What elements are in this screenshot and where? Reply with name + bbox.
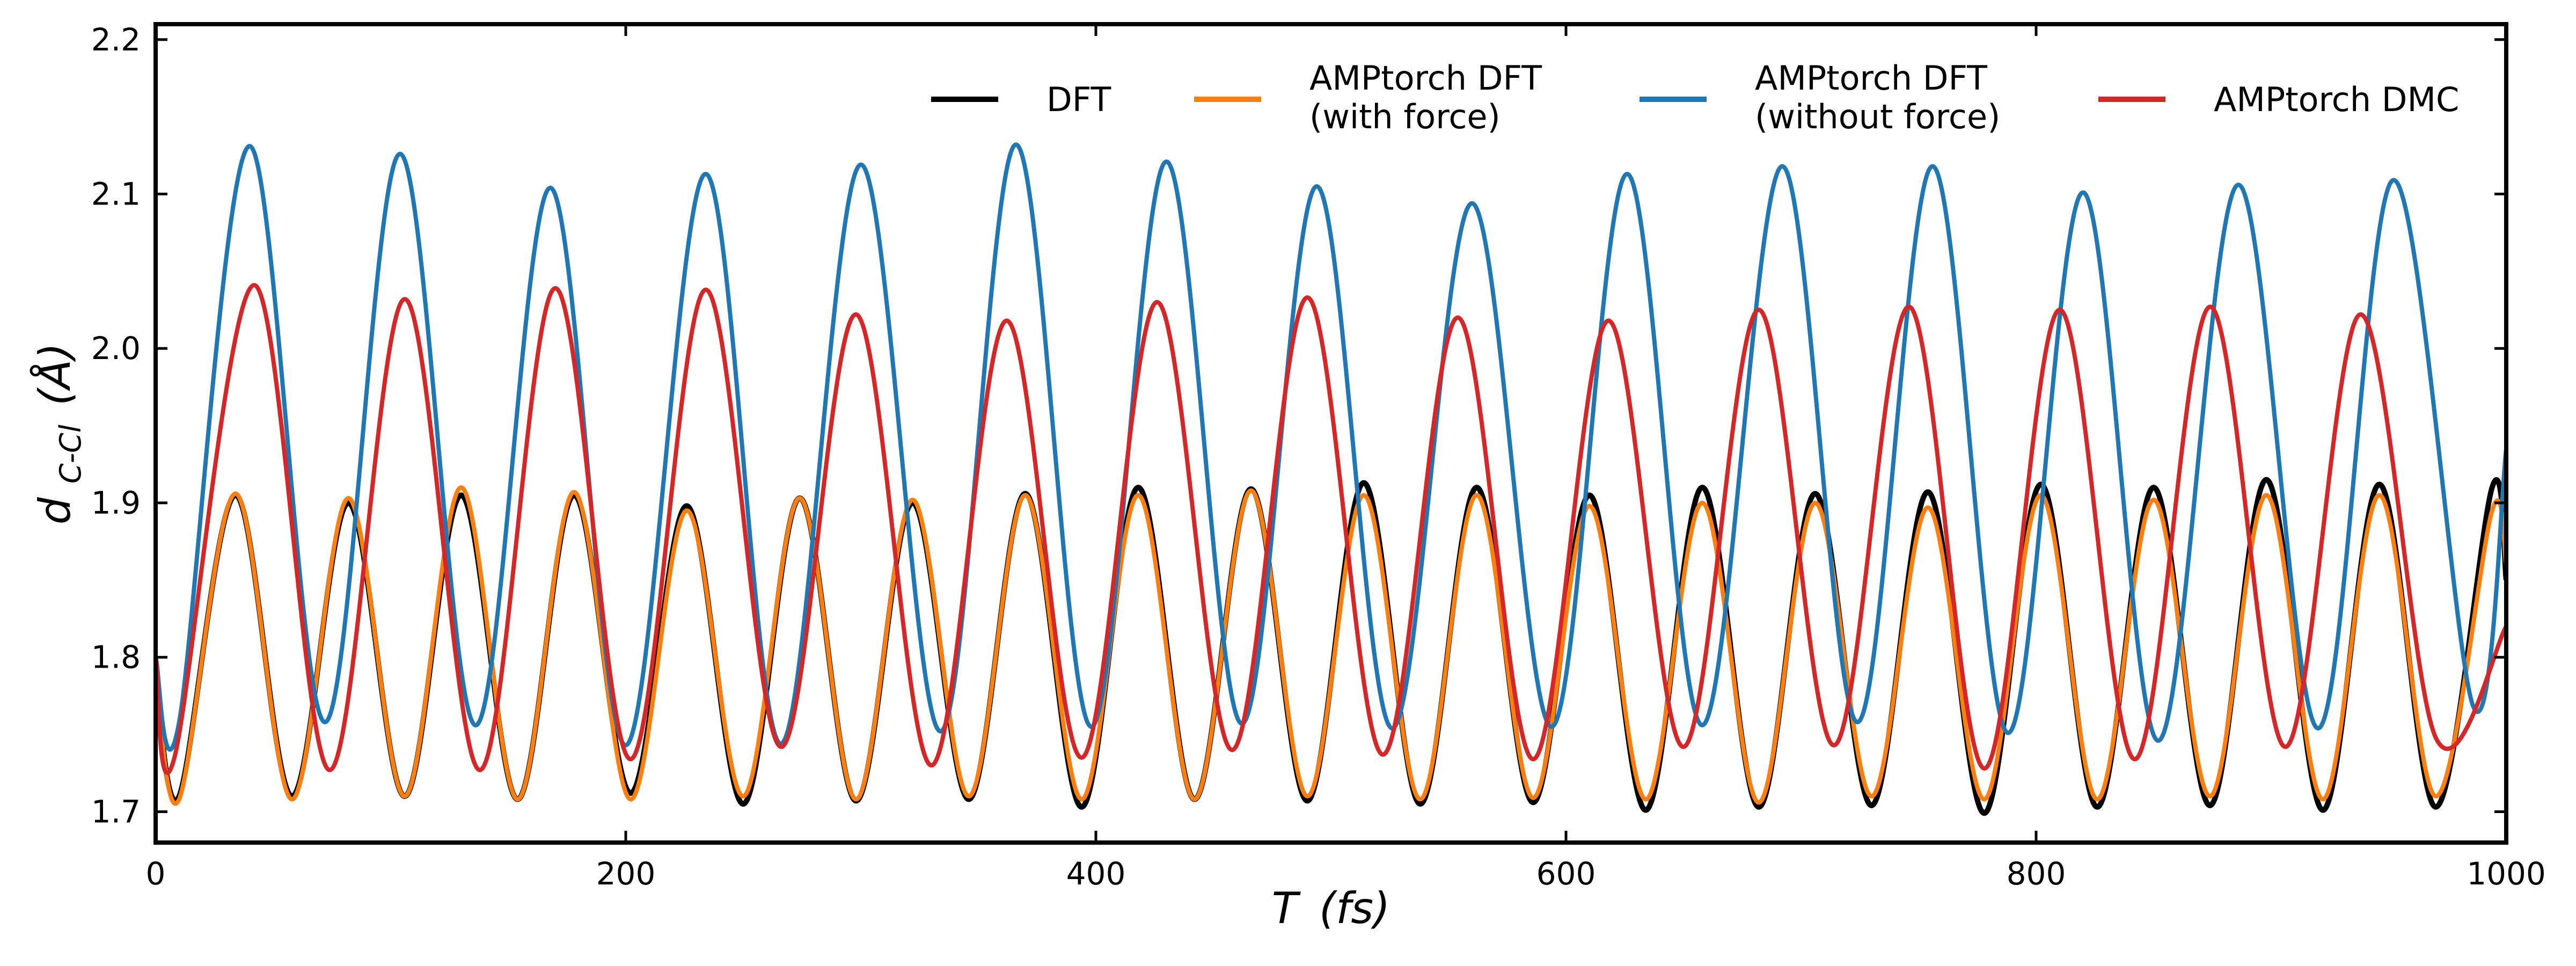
y-tick-label: 2.1 xyxy=(91,176,141,213)
y-axis-title-sub: C-Cl xyxy=(54,425,87,484)
y-axis-title: d C-Cl (Å) xyxy=(30,343,91,525)
series-line-amptorch-dmc xyxy=(156,283,2506,775)
legend-label-dft: DFT xyxy=(1046,80,1111,119)
y-axis-title-unit: (Å) xyxy=(30,343,80,406)
y-tick-label: 2.2 xyxy=(91,21,141,58)
x-tick-label: 1000 xyxy=(2467,855,2546,892)
x-axis-title-main: T xyxy=(1272,883,1301,933)
x-tick-label: 600 xyxy=(1536,855,1596,892)
y-tick-label: 1.8 xyxy=(91,639,141,676)
x-tick-label: 200 xyxy=(596,855,656,892)
legend-label-amptorch-dft-with-force: AMPtorch DFT (with force) xyxy=(1309,58,1542,136)
plot-frame xyxy=(153,22,2508,845)
x-tick-label: 0 xyxy=(146,855,166,892)
y-tick-label: 1.9 xyxy=(91,485,141,521)
legend: DFT AMPtorch DFT (with force) AMPtorch DFT(… xyxy=(931,58,2459,136)
series-layer xyxy=(156,142,2506,816)
x-tick-label: 800 xyxy=(2007,855,2066,892)
legend-label-amptorch-dmc: AMPtorch DMC xyxy=(2214,80,2459,119)
y-tick-label: 2.0 xyxy=(91,330,141,367)
x-axis-title-unit: (fs) xyxy=(1319,883,1390,933)
legend-label-amptorch-dft-without-force: AMPtorch DFT (without force) xyxy=(1755,58,2000,136)
y-axis-title-main: d xyxy=(30,496,80,524)
x-axis-title: T (fs) xyxy=(1272,883,1391,933)
y-tick-label: 1.7 xyxy=(91,793,141,830)
series-line-amptorch-dft-without-force xyxy=(156,142,2506,752)
x-tick-label: 400 xyxy=(1066,855,1126,892)
ticks-layer: 0 200 400 600 800 1000 1.7 1.8 1.9 2.0 2.1 2.2 xyxy=(91,21,2546,892)
